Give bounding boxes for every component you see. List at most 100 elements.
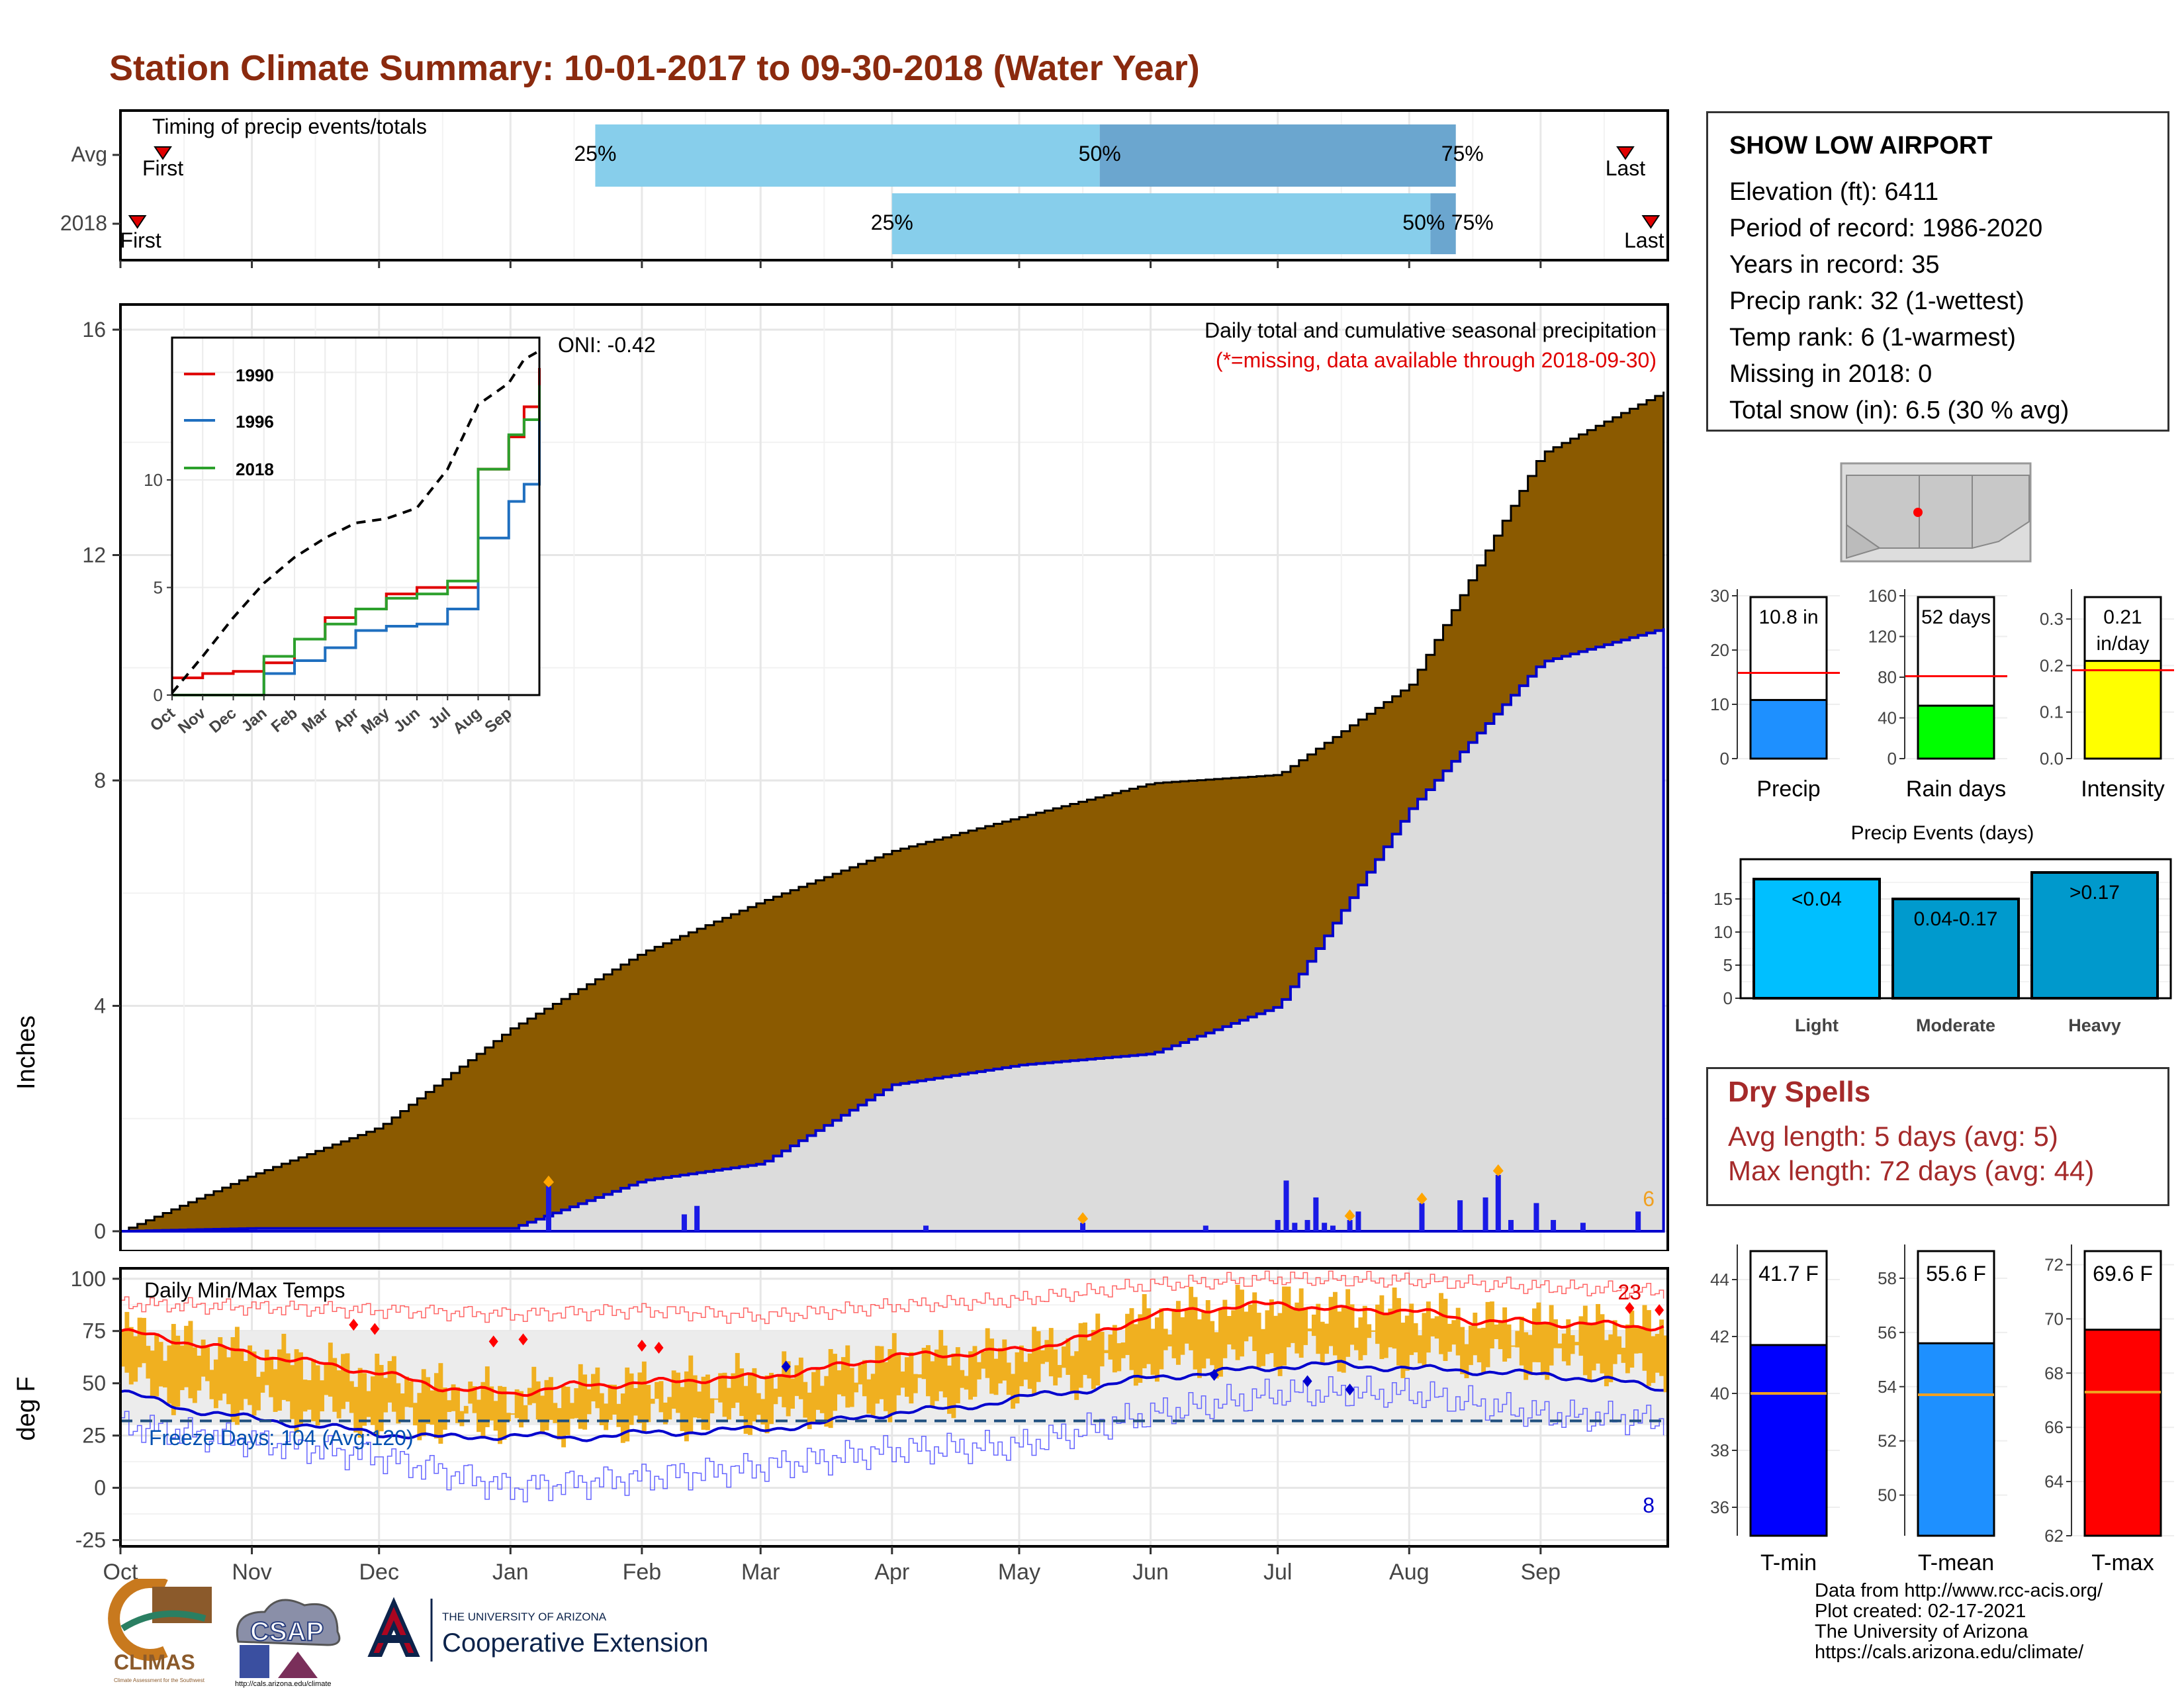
timing-panel: Timing of precip events/totals Avg 2018 …	[60, 109, 1669, 268]
temp-bar-y-tick: 50	[1878, 1485, 1897, 1505]
2018-q25-label: 25%	[871, 211, 913, 234]
bar-value-unit: in/day	[2096, 633, 2149, 655]
daily-precip-bar	[1283, 1180, 1289, 1231]
daily-temp-bar	[1328, 1297, 1334, 1346]
daily-temp-bar	[1146, 1308, 1152, 1364]
record-high-marker	[349, 1319, 359, 1331]
2018-quartile-50-75	[1430, 193, 1456, 254]
daily-temp-bar	[1248, 1304, 1253, 1337]
events-y-tick: 5	[1723, 955, 1733, 975]
daily-temp-bar	[477, 1399, 481, 1432]
daily-temp-bar	[599, 1393, 604, 1426]
daily-temp-bar	[1112, 1325, 1117, 1373]
avg-cumulative-precip-area	[120, 628, 1665, 1233]
daily-temp-bar	[960, 1370, 965, 1388]
daily-temp-bar	[455, 1387, 460, 1423]
temperature-summary-bars: 36 38 40 42 44 41.7 F T-min 50 52 54 56 58 55.6 F T-m…	[1710, 1244, 2174, 1575]
daily-temp-bar	[875, 1346, 880, 1404]
daily-temp-bar	[387, 1361, 392, 1403]
daily-precip-bar	[1203, 1225, 1208, 1231]
daily-temp-bar	[569, 1403, 574, 1419]
daily-temp-bar	[1527, 1335, 1533, 1376]
temp-bar-y-tick: 64	[2044, 1472, 2064, 1491]
daily-temp-bar	[726, 1387, 731, 1420]
daily-temp-bar	[655, 1382, 659, 1399]
temp-bar-y-tick: 52	[1878, 1431, 1897, 1451]
station-name: SHOW LOW AIRPORT	[1729, 132, 1993, 160]
daily-temp-bar	[188, 1321, 193, 1399]
daily-temp-bar	[1383, 1313, 1388, 1358]
precip-y-tick: 16	[82, 318, 106, 342]
precip-y-tick: 8	[94, 769, 106, 792]
temp-y-tick: 0	[94, 1476, 106, 1500]
daily-precip-bar	[1322, 1223, 1328, 1231]
bar-category-label: Precip	[1756, 776, 1820, 802]
daily-temp-bar	[921, 1348, 927, 1380]
daily-temp-bar	[557, 1408, 562, 1440]
daily-temp-bar	[951, 1353, 956, 1419]
daily-temp-bar	[463, 1405, 469, 1414]
daily-temp-bar	[535, 1381, 541, 1420]
daily-temp-bar	[1311, 1314, 1316, 1336]
daily-precip-bar	[545, 1186, 551, 1231]
daily-temp-bar	[667, 1397, 672, 1420]
daily-temp-bar	[1489, 1301, 1494, 1348]
daily-temp-bar	[1460, 1327, 1465, 1374]
daily-temp-bar	[641, 1361, 647, 1431]
daily-temp-bar	[484, 1366, 490, 1427]
daily-temp-bar	[234, 1327, 240, 1425]
bar-y-tick: 0.2	[2040, 655, 2064, 675]
daily-temp-bar	[964, 1376, 969, 1390]
daily-temp-bar	[1184, 1309, 1189, 1344]
inset-x-tick: Aug	[449, 704, 484, 738]
temp-bar-y-tick: 68	[2044, 1363, 2064, 1383]
daily-temp-bar	[1027, 1353, 1032, 1389]
daily-temp-bar	[1540, 1323, 1545, 1376]
daily-temp-bar	[595, 1367, 600, 1409]
record-min-count: 8	[1643, 1493, 1655, 1517]
daily-temp-bar	[637, 1372, 643, 1423]
daily-temp-bar	[1040, 1350, 1045, 1364]
inset-legend-1990: 1990	[236, 365, 274, 385]
daily-temp-bar	[1455, 1307, 1461, 1356]
bar-chart-precip: 0 10 20 30 10.8 in Precip	[1710, 586, 1840, 802]
daily-temp-bar	[175, 1335, 181, 1407]
daily-temp-bar	[837, 1370, 842, 1395]
daily-temp-bar	[1655, 1334, 1660, 1373]
daily-temp-bar	[311, 1359, 316, 1422]
daily-temp-bar	[760, 1399, 766, 1425]
daily-temp-bar	[1367, 1324, 1372, 1338]
daily-temp-bar	[1167, 1334, 1173, 1346]
daily-temp-bar	[913, 1374, 918, 1393]
precip-chart-title-2: (*=missing, data available through 2018-…	[1216, 348, 1657, 372]
daily-temp-bar	[434, 1373, 439, 1438]
daily-temp-bar	[1434, 1316, 1439, 1339]
daily-temp-bar	[489, 1386, 494, 1421]
daily-temp-bar	[1519, 1317, 1524, 1366]
temp-bar-category-label: T-min	[1760, 1550, 1817, 1575]
daily-temp-bar	[285, 1353, 291, 1402]
station-info-box: SHOW LOW AIRPORT Elevation (ft): 6411 Per…	[1706, 111, 2169, 432]
daily-temp-bar	[167, 1345, 172, 1404]
record-min-line	[120, 1376, 1664, 1503]
daily-temp-bar	[197, 1355, 202, 1391]
events-y-tick: 10	[1713, 922, 1733, 942]
csap-logo-url: http://cals.arizona.edu/climate	[235, 1680, 332, 1688]
daily-temp-bar	[1621, 1348, 1626, 1363]
temp-bar-y-tick: 54	[1878, 1377, 1897, 1397]
daily-temp-bar	[1447, 1323, 1452, 1352]
bar-value	[1749, 698, 1828, 760]
precip-y-axis-label: Inches	[13, 1015, 40, 1090]
inset-x-tick: May	[357, 704, 393, 737]
daily-temp-bar	[748, 1372, 752, 1435]
daily-temp-bar	[1011, 1374, 1016, 1409]
daily-temp-bar	[604, 1403, 609, 1430]
daily-temp-bar	[633, 1387, 638, 1416]
daily-temp-bar	[1574, 1342, 1579, 1346]
daily-temp-bar	[1642, 1305, 1647, 1371]
daily-temp-bar	[1108, 1334, 1113, 1360]
daily-temp-bar	[1379, 1295, 1385, 1360]
daily-temp-bar	[1532, 1308, 1537, 1362]
record-low-marker	[1209, 1369, 1219, 1382]
